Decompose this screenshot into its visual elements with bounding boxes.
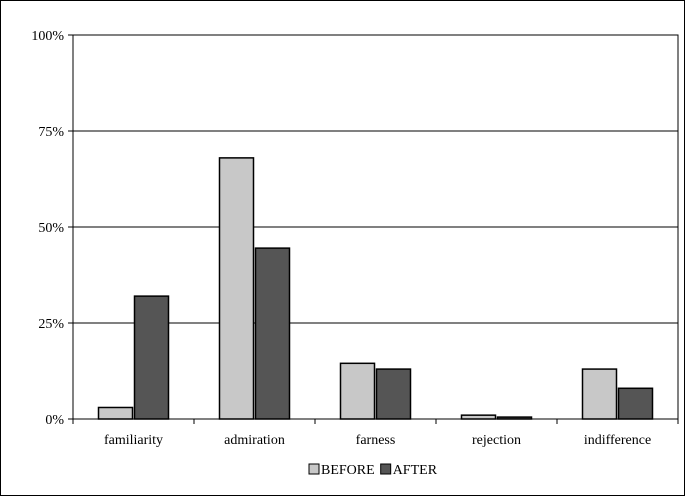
bar-after-familiarity bbox=[133, 295, 170, 420]
legend-item: AFTER bbox=[380, 463, 438, 478]
legend-item: BEFORE bbox=[308, 463, 375, 478]
x-category-label: admiration bbox=[224, 433, 285, 448]
bar-before-indifference bbox=[581, 368, 618, 420]
bar-after-rejection bbox=[496, 416, 533, 420]
bar-before-admiration bbox=[218, 157, 255, 420]
x-category-label: rejection bbox=[472, 433, 521, 448]
legend-label: BEFORE bbox=[321, 463, 375, 478]
legend-swatch-before bbox=[308, 463, 320, 475]
bar-before-rejection bbox=[460, 414, 497, 420]
legend: BEFORE AFTER bbox=[308, 463, 438, 478]
legend-swatch-after bbox=[380, 463, 392, 475]
y-tick-label: 0% bbox=[45, 413, 64, 428]
x-category-label: farness bbox=[356, 433, 396, 448]
bar-before-familiarity bbox=[97, 406, 134, 420]
bar-after-indifference bbox=[617, 387, 654, 420]
x-category-label: indifference bbox=[584, 433, 651, 448]
bar-after-admiration bbox=[254, 247, 291, 420]
y-tick-label: 50% bbox=[38, 221, 64, 236]
y-tick-label: 100% bbox=[31, 29, 64, 44]
y-tick-label: 75% bbox=[38, 125, 64, 140]
legend-label: AFTER bbox=[393, 463, 438, 478]
bar-after-farness bbox=[375, 368, 412, 420]
bar-before-farness bbox=[339, 362, 376, 420]
x-category-label: familiarity bbox=[104, 433, 163, 448]
y-tick-label: 25% bbox=[38, 317, 64, 332]
